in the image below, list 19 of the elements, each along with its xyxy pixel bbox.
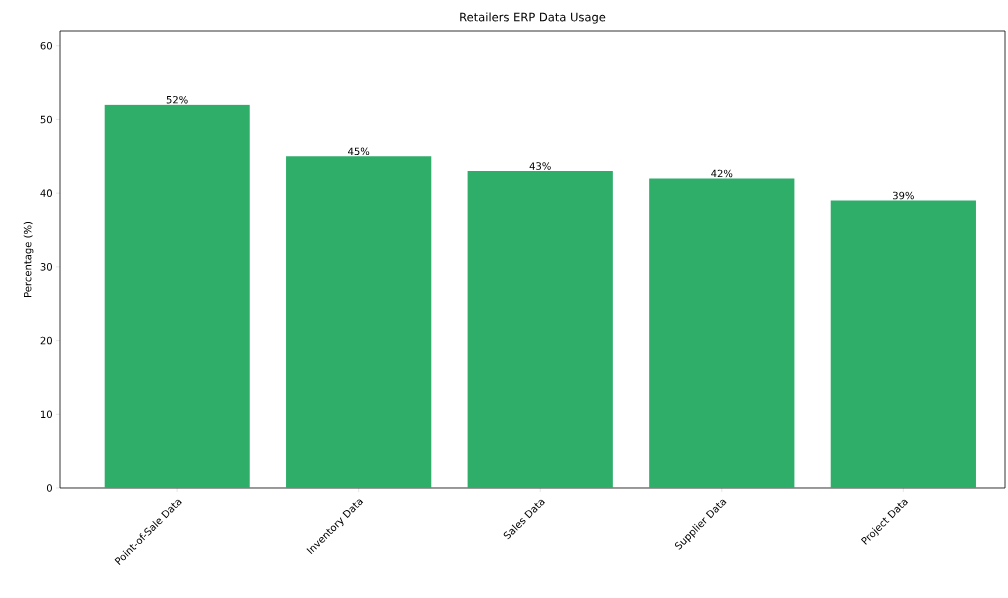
bar: [104, 104, 250, 488]
data-label: 39%: [893, 191, 914, 200]
y-tick-label: 10: [41, 410, 52, 419]
y-tick-label: 20: [40, 336, 52, 345]
y-tick-label: 0: [46, 484, 52, 492]
bar: [467, 171, 613, 488]
data-label: 43%: [529, 162, 551, 170]
y-tick-label: 30: [40, 263, 52, 271]
chart-title: Retailers ERP Data Usage: [460, 12, 606, 24]
data-label: 42%: [711, 169, 733, 178]
y-tick-label: 50: [40, 115, 52, 124]
bar: [830, 200, 976, 488]
data-label: 45%: [348, 147, 370, 156]
bar: [649, 178, 795, 488]
y-axis-title: Percentage (%): [23, 222, 34, 297]
bar: [286, 156, 432, 488]
data-label: 52%: [166, 95, 188, 104]
y-tick-label: 60: [40, 41, 52, 50]
y-tick-label: 40: [40, 189, 52, 197]
